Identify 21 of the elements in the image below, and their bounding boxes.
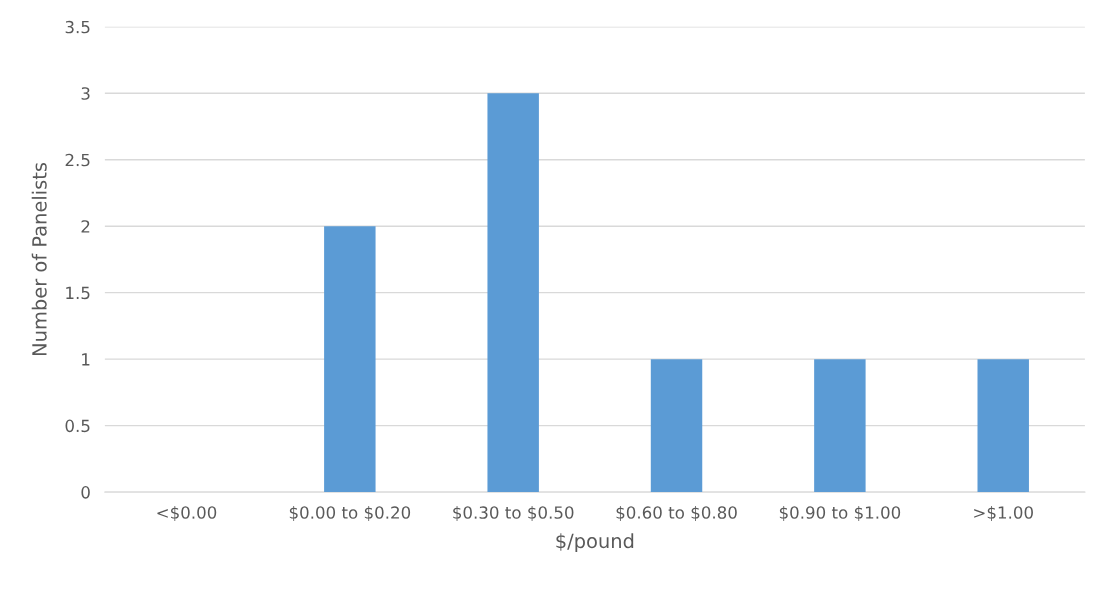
y-tick-label: 1	[82, 353, 90, 366]
x-tick-label: $0.90 to $1.00	[779, 505, 901, 522]
bar	[977, 359, 1029, 493]
x-tick-label: <$0.00	[157, 505, 217, 522]
x-tick-label: >$1.00	[974, 505, 1033, 522]
x-tick-label: $0.00 to $0.20	[289, 505, 411, 522]
y-tick-label: 3.5	[65, 20, 90, 34]
bar	[814, 359, 866, 493]
x-tick-label: $0.30 to $0.50	[453, 505, 574, 522]
y-tick-label: 1.5	[66, 286, 90, 300]
y-tick-label: 2	[81, 220, 90, 233]
y-tick-label: 2.5	[65, 153, 90, 167]
bar	[324, 226, 376, 493]
x-axis-title: $/pound	[556, 533, 634, 553]
x-tick-label: $0.60 to $0.80	[616, 505, 737, 522]
y-tick-label: 3	[81, 87, 90, 100]
y-axis-title: Number of Panelists	[31, 162, 47, 355]
bar	[650, 359, 703, 493]
y-tick-label: 0.5	[65, 419, 90, 433]
bar	[487, 93, 539, 493]
y-tick-label: 0	[81, 486, 90, 499]
